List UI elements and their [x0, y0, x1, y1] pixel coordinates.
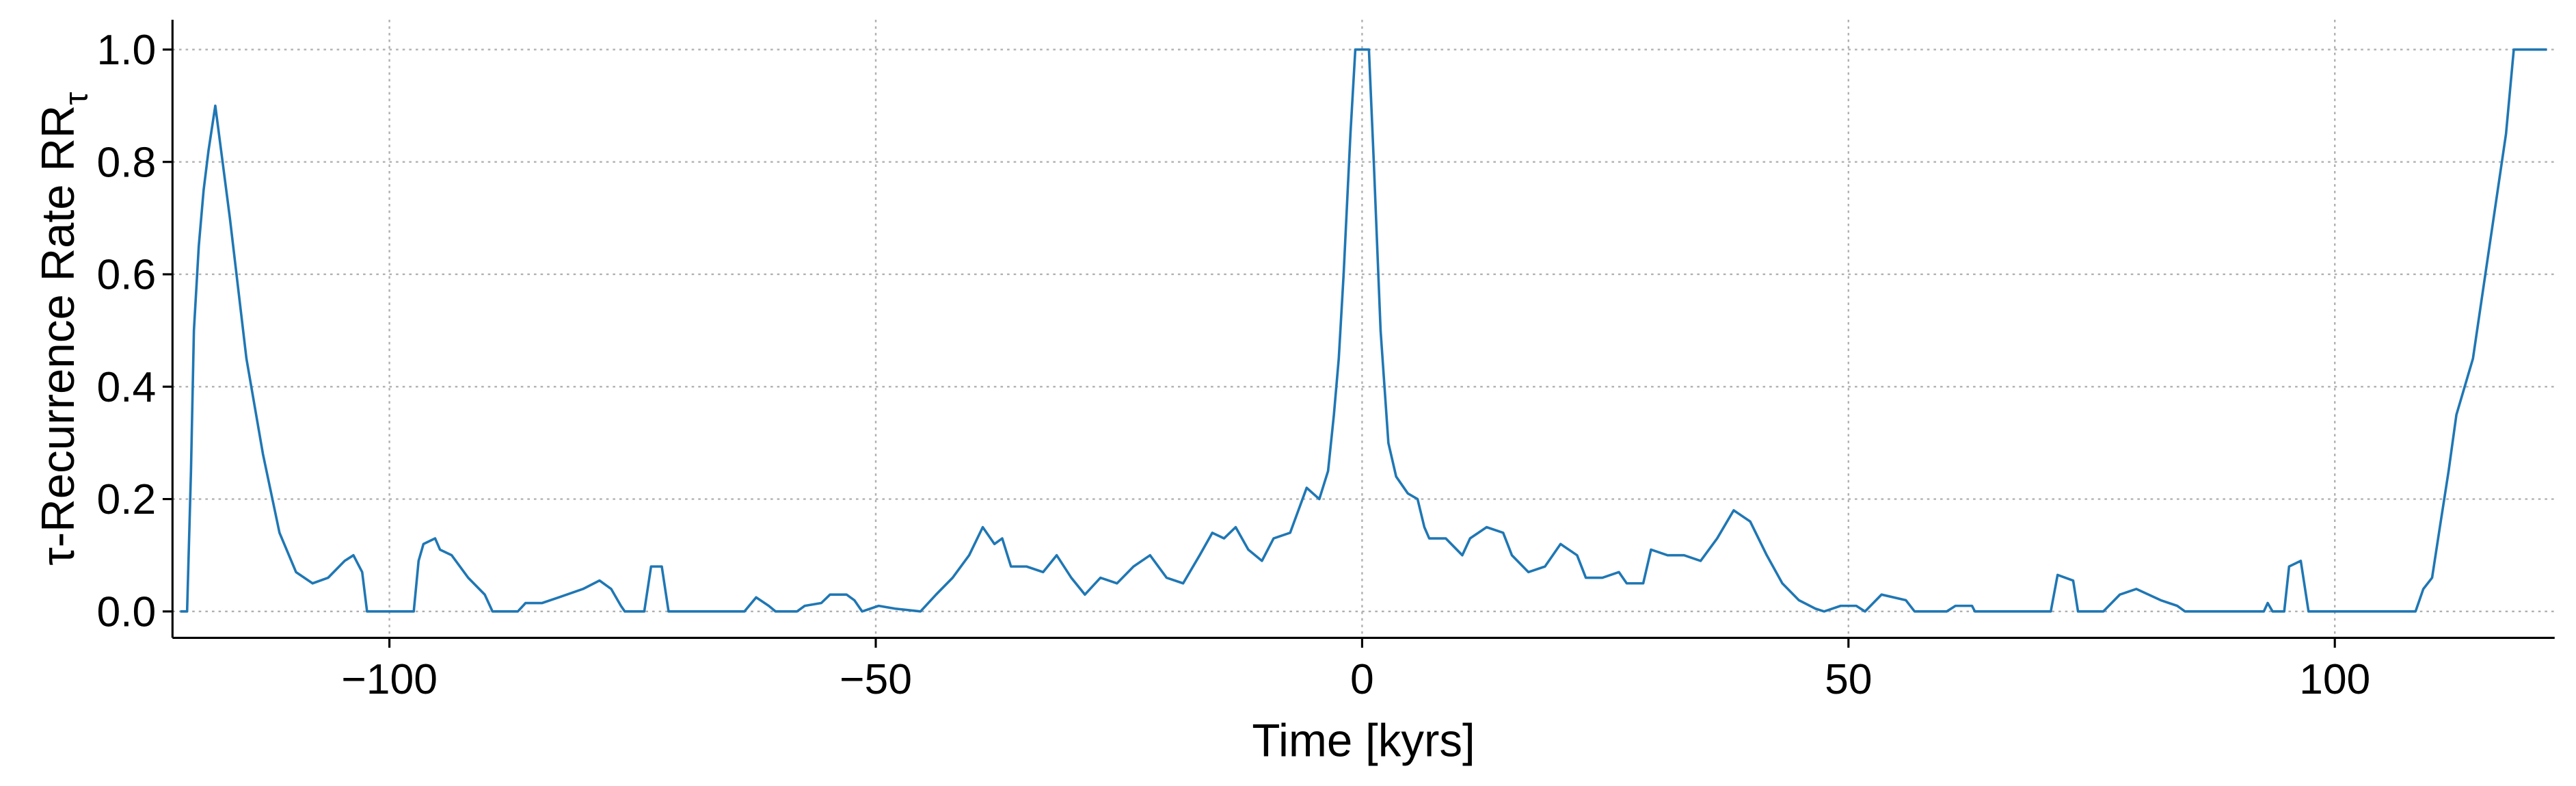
y-tick-label: 1.0	[96, 26, 156, 74]
y-axis-label: τ-Recurrence Rate RRτ	[33, 92, 94, 566]
x-tick-label: −50	[840, 655, 912, 703]
y-tick-label: 0.4	[96, 363, 156, 411]
y-axis-label-subscript: τ	[57, 92, 94, 105]
x-tick-label: −100	[341, 655, 438, 703]
x-tick-label: 50	[1825, 655, 1872, 703]
x-axis-label: Time [kyrs]	[1252, 715, 1475, 766]
y-axis-label-main: τ-Recurrence Rate RR	[33, 105, 84, 566]
x-tick-label: 100	[2299, 655, 2370, 703]
data-line	[180, 48, 2547, 613]
y-tick-label: 0.8	[96, 138, 156, 186]
y-tick-label: 0.2	[96, 475, 156, 523]
x-tick-label: 0	[1350, 655, 1374, 703]
y-tick-label: 0.6	[96, 251, 156, 299]
y-tick-label: 0.0	[96, 588, 156, 636]
